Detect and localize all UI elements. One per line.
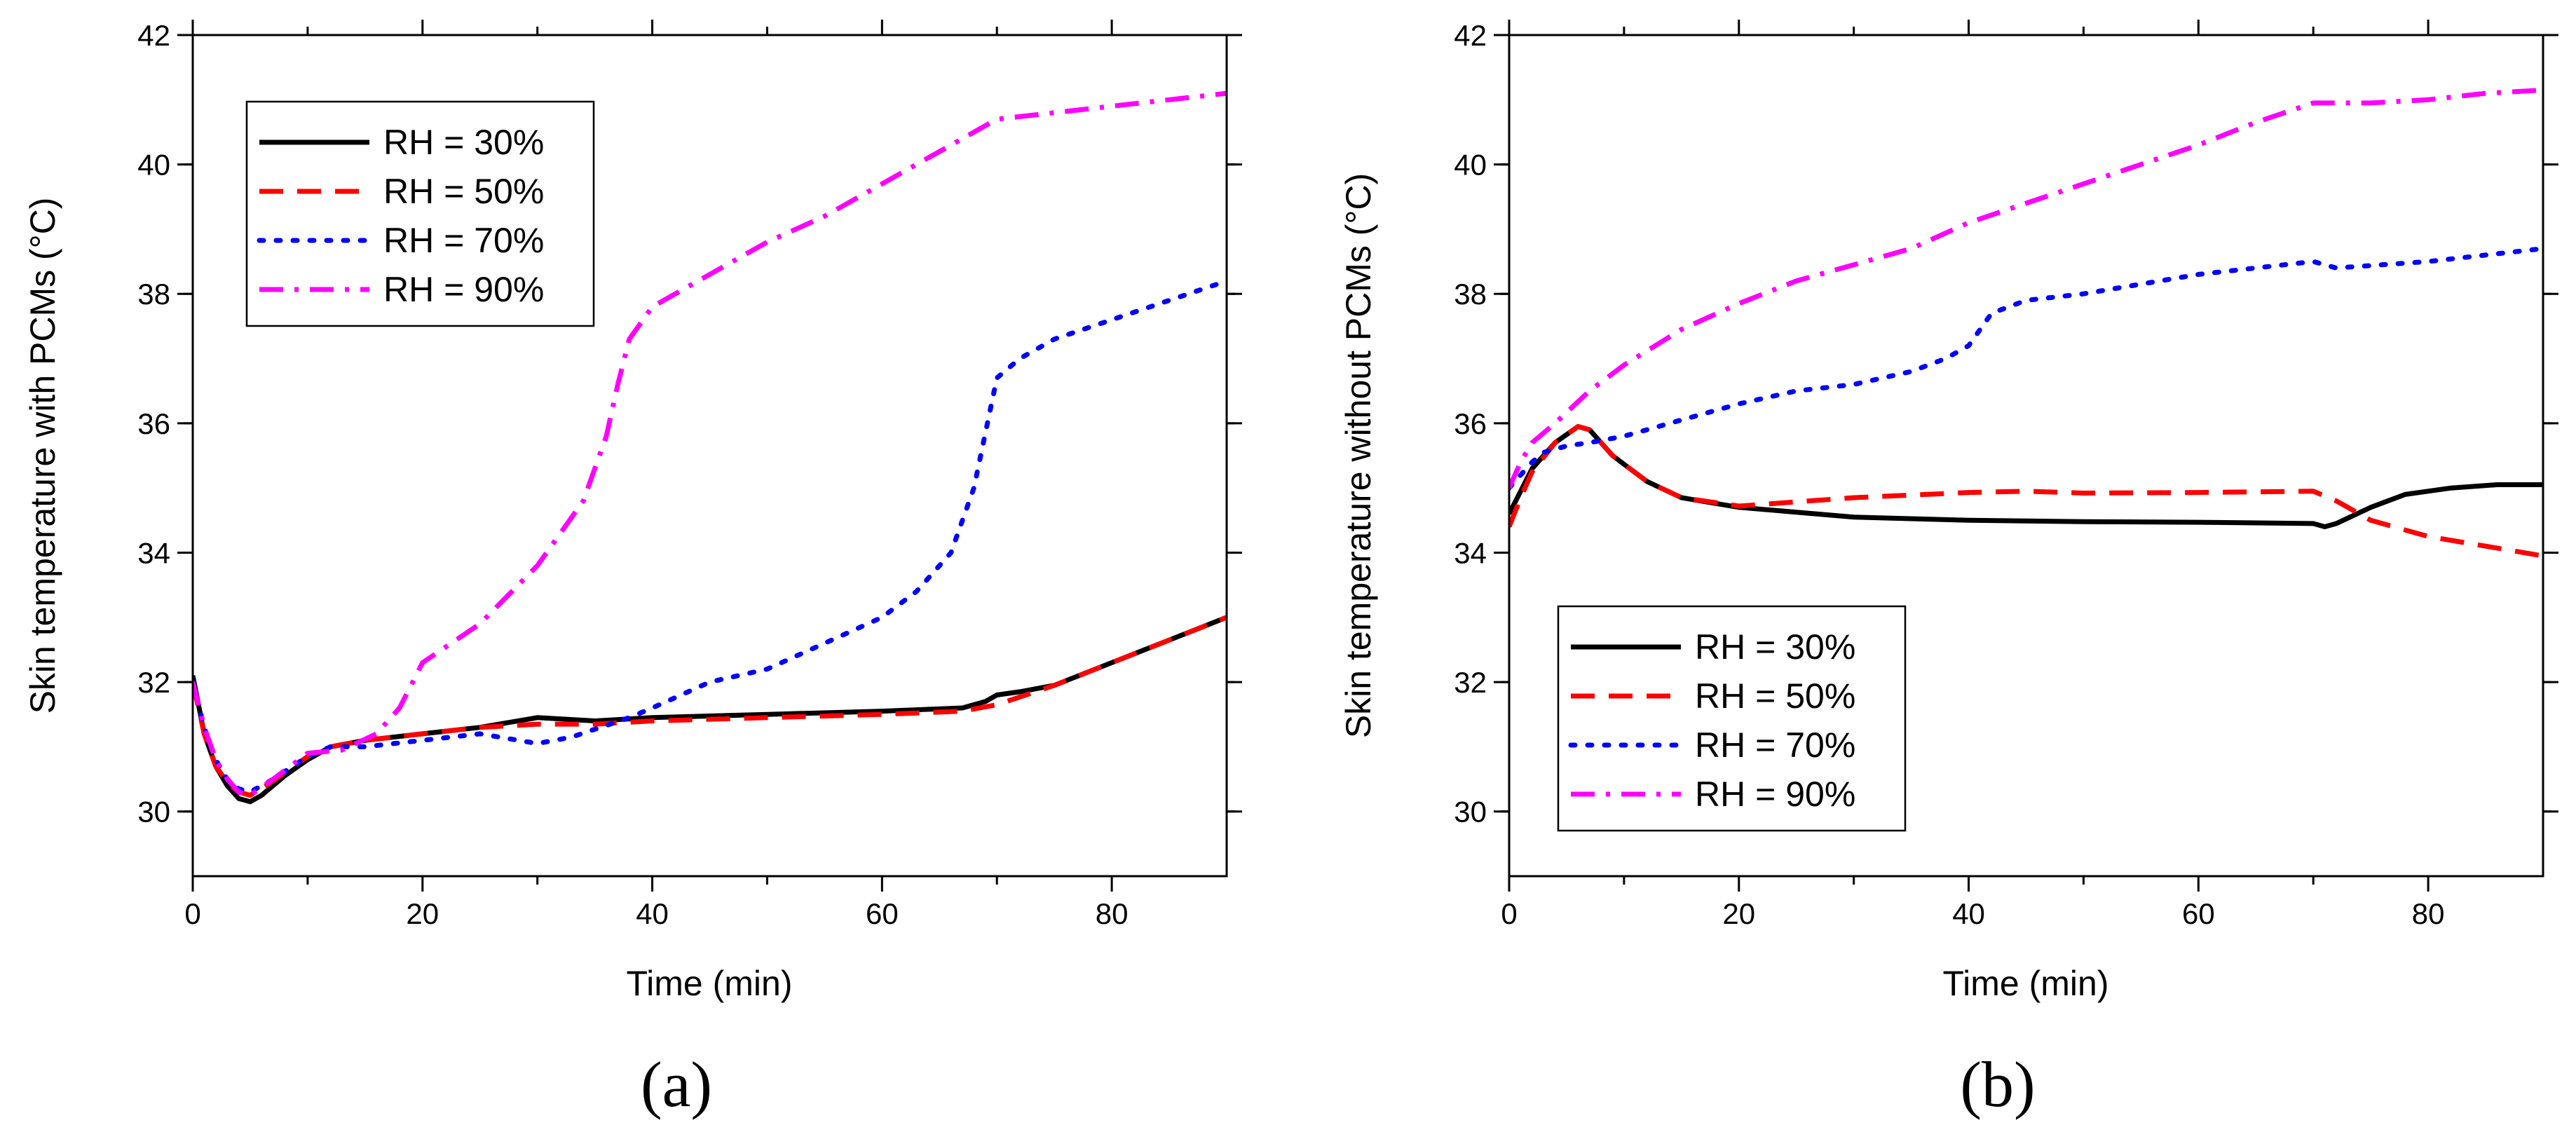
panel-a-legend-label-rh-70: RH = 70% — [383, 221, 544, 260]
panel-a-series-rh-90 — [193, 90, 1227, 798]
panel-b-legend-label-rh-70: RH = 70% — [1695, 725, 1855, 765]
panel-a-y-tick-label-38: 38 — [137, 278, 170, 311]
panel-b-y-axis-title: Skin temperature without PCMs (°C) — [1339, 173, 1378, 738]
panel-b-y-tick-label-34: 34 — [1454, 536, 1487, 569]
panel-a-series-rh-50 — [193, 615, 1227, 798]
panel-a-legend-box — [245, 100, 595, 327]
panel-a-legend-label-rh-90: RH = 90% — [383, 270, 544, 309]
panel-a-legend: RH = 30% RH = 50% RH = 70% RH = 90% — [245, 100, 595, 327]
panel-b-legend-box — [1557, 605, 1907, 832]
panel-a-y-tick-label-30: 30 — [137, 796, 170, 829]
panel-a-x-tick-label-20: 20 — [406, 897, 439, 930]
panel-b-series-group — [1509, 88, 2543, 559]
panel-b-y-tick-label-40: 40 — [1454, 149, 1487, 182]
panel-a-x-tick-label-40: 40 — [636, 897, 669, 930]
panel-b-series-rh-30 — [1509, 424, 2543, 529]
panel-b-x-tick-label-40: 40 — [1952, 897, 1985, 930]
panel-a-y-tick-label-42: 42 — [137, 19, 170, 52]
panel-b-series-rh-90 — [1509, 88, 2543, 489]
panel-a-y-tick-label-32: 32 — [137, 666, 170, 699]
panel-b-legend-label-rh-30: RH = 30% — [1695, 627, 1855, 667]
panel-b-x-tick-label-0: 0 — [1501, 897, 1517, 930]
panel-a-ticks: 0 20 40 60 80 30 32 34 36 38 40 42 — [137, 19, 1242, 930]
panel-a-y-tick-label-40: 40 — [137, 149, 170, 182]
panel-b-legend-label-rh-50: RH = 50% — [1695, 676, 1855, 716]
panel-b-x-axis-title: Time (min) — [1942, 964, 2108, 1003]
panel-a: 0 20 40 60 80 30 32 34 36 38 40 42 Time (min) Skin … — [23, 19, 1242, 1120]
panel-b-plot-frame — [1508, 34, 2544, 878]
panel-a-label: (a) — [641, 1049, 712, 1120]
panel-b-y-tick-label-30: 30 — [1454, 796, 1487, 829]
panel-a-series-rh-70 — [193, 278, 1227, 795]
panel-b-x-tick-label-20: 20 — [1722, 897, 1755, 930]
panel-b: 0 20 40 60 80 30 32 34 36 38 40 42 Time (min) Skin … — [1339, 19, 2558, 1120]
panel-b-y-tick-label-32: 32 — [1454, 666, 1487, 699]
panel-a-x-tick-label-80: 80 — [1096, 897, 1129, 930]
panel-b-legend: RH = 30% RH = 50% RH = 70% RH = 90% — [1557, 605, 1907, 832]
panel-a-x-tick-label-60: 60 — [866, 897, 899, 930]
panel-a-x-axis-title: Time (min) — [626, 964, 792, 1003]
panel-b-y-tick-label-38: 38 — [1454, 278, 1487, 311]
panel-b-label: (b) — [1960, 1049, 2035, 1120]
panel-a-legend-label-rh-50: RH = 50% — [383, 172, 544, 211]
panel-b-legend-label-rh-90: RH = 90% — [1695, 775, 1855, 814]
panel-b-ticks: 0 20 40 60 80 30 32 34 36 38 40 42 — [1454, 19, 2558, 930]
panel-a-series-group — [193, 90, 1227, 805]
panel-b-series-rh-50 — [1509, 424, 2543, 559]
panel-a-series-rh-30 — [193, 615, 1227, 805]
panel-b-x-tick-label-60: 60 — [2182, 897, 2215, 930]
panel-b-y-tick-label-42: 42 — [1454, 19, 1487, 52]
panel-a-x-tick-label-0: 0 — [184, 897, 200, 930]
panel-a-y-tick-label-34: 34 — [137, 536, 170, 569]
panel-b-y-tick-label-36: 36 — [1454, 407, 1487, 440]
panel-a-y-tick-label-36: 36 — [137, 407, 170, 440]
panel-b-series-rh-70 — [1509, 246, 2543, 491]
panel-b-x-tick-label-80: 80 — [2412, 897, 2445, 930]
panel-a-plot-frame — [191, 34, 1228, 878]
panel-a-legend-label-rh-30: RH = 30% — [383, 123, 544, 162]
panel-a-y-axis-title: Skin temperature with PCMs (°C) — [23, 198, 62, 714]
